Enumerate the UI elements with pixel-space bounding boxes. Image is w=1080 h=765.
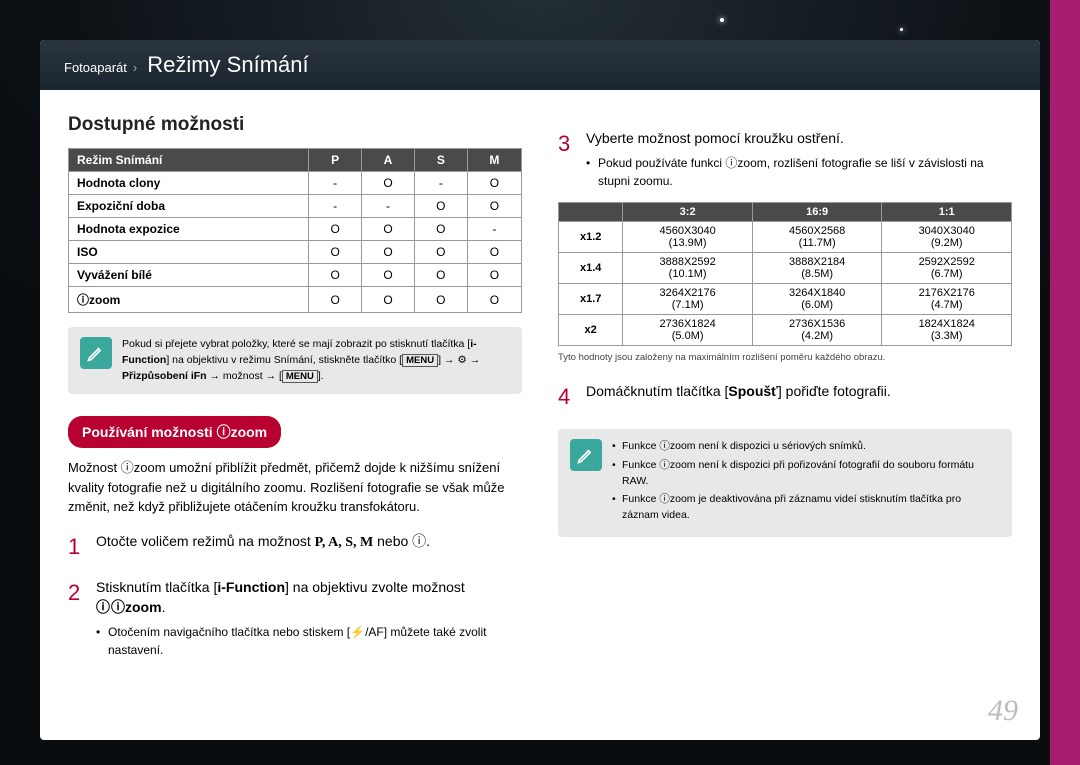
table-header: M (467, 149, 521, 172)
page-content: Fotoaparát › Režimy Snímání Dostupné mož… (40, 40, 1040, 740)
table-row: Hodnota clony-O-O (69, 172, 522, 195)
resolution-table: 3:216:91:1 x1.24560X3040(13.9M)4560X2568… (558, 202, 1012, 346)
table-row: Expoziční doba--OO (69, 195, 522, 218)
breadcrumb-section: Režimy Snímání (147, 52, 308, 78)
table-header: 3:2 (623, 203, 753, 222)
step-number: 1 (68, 531, 86, 563)
table-row: x1.73264X2176(7.1M)3264X1840(6.0M)2176X2… (559, 284, 1012, 315)
sparkle-decor (900, 28, 903, 31)
table-footnote: Tyto hodnoty jsou založeny na maximálním… (558, 352, 1012, 363)
step-bullet: Otočením navigačního tlačítka nebo stisk… (96, 623, 522, 659)
breadcrumb-parent: Fotoaparát (64, 60, 127, 75)
table-header: P (309, 149, 362, 172)
step-number: 2 (68, 577, 86, 660)
step-3: 3 Vyberte možnost pomocí kroužku ostření… (558, 128, 1012, 190)
note-text: Pokud si přejete vybrat položky, které s… (122, 337, 510, 384)
pencil-icon (570, 439, 602, 471)
sparkle-decor (720, 18, 724, 22)
note-text: Funkce ⓘzoom není k dispozici u sériovýc… (612, 439, 1000, 527)
page-number: 49 (988, 694, 1018, 728)
step-2: 2 Stisknutím tlačítka [i-Function] na ob… (68, 577, 522, 660)
note-box: Funkce ⓘzoom není k dispozici u sériovýc… (558, 429, 1012, 537)
body-paragraph: Možnost ⓘzoom umožní přiblížit předmět, … (68, 458, 522, 517)
list-item: Funkce ⓘzoom není k dispozici při pořizo… (612, 458, 1000, 490)
table-header: Režim Snímání (69, 149, 309, 172)
table-header: 16:9 (752, 203, 882, 222)
table-header: S (414, 149, 467, 172)
pencil-icon (80, 337, 112, 369)
note-box: Pokud si přejete vybrat položky, které s… (68, 327, 522, 394)
pill-heading: Používání možnosti ⓘzoom (68, 416, 281, 448)
chevron-right-icon: › (133, 60, 137, 75)
right-column: 3 Vyberte možnost pomocí kroužku ostření… (558, 114, 1012, 659)
table-row: Vyvážení bíléOOOO (69, 264, 522, 287)
step-bullet: Pokud používáte funkci ⓘzoom, rozlišení … (586, 154, 1012, 190)
table-row: ISOOOOO (69, 241, 522, 264)
table-header: A (362, 149, 415, 172)
table-row: x1.24560X3040(13.9M)4560X2568(11.7M)3040… (559, 222, 1012, 253)
breadcrumb: Fotoaparát › Režimy Snímání (40, 40, 1040, 90)
step-4: 4 Domáčknutím tlačítka [Spoušť] pořiďte … (558, 381, 1012, 413)
section-title: Dostupné možnosti (68, 114, 522, 136)
list-item: Funkce ⓘzoom je deaktivována při záznamu… (612, 492, 1000, 524)
table-row: x1.43888X2592(10.1M)3888X2184(8.5M)2592X… (559, 253, 1012, 284)
options-table: Režim SnímáníPASM Hodnota clony-O-OExpoz… (68, 148, 522, 313)
table-row: x22736X1824(5.0M)2736X1536(4.2M)1824X182… (559, 315, 1012, 346)
left-column: Dostupné možnosti Režim SnímáníPASM Hodn… (68, 114, 522, 659)
magenta-sidebar (1050, 0, 1080, 765)
table-row: Hodnota expoziceOOO- (69, 218, 522, 241)
step-number: 3 (558, 128, 576, 190)
step-number: 4 (558, 381, 576, 413)
table-row: ⓘzoomOOOO (69, 287, 522, 313)
list-item: Funkce ⓘzoom není k dispozici u sériovýc… (612, 439, 1000, 455)
table-header: 1:1 (882, 203, 1012, 222)
table-header (559, 203, 623, 222)
step-1: 1 Otočte voličem režimů na možnost P, A,… (68, 531, 522, 563)
